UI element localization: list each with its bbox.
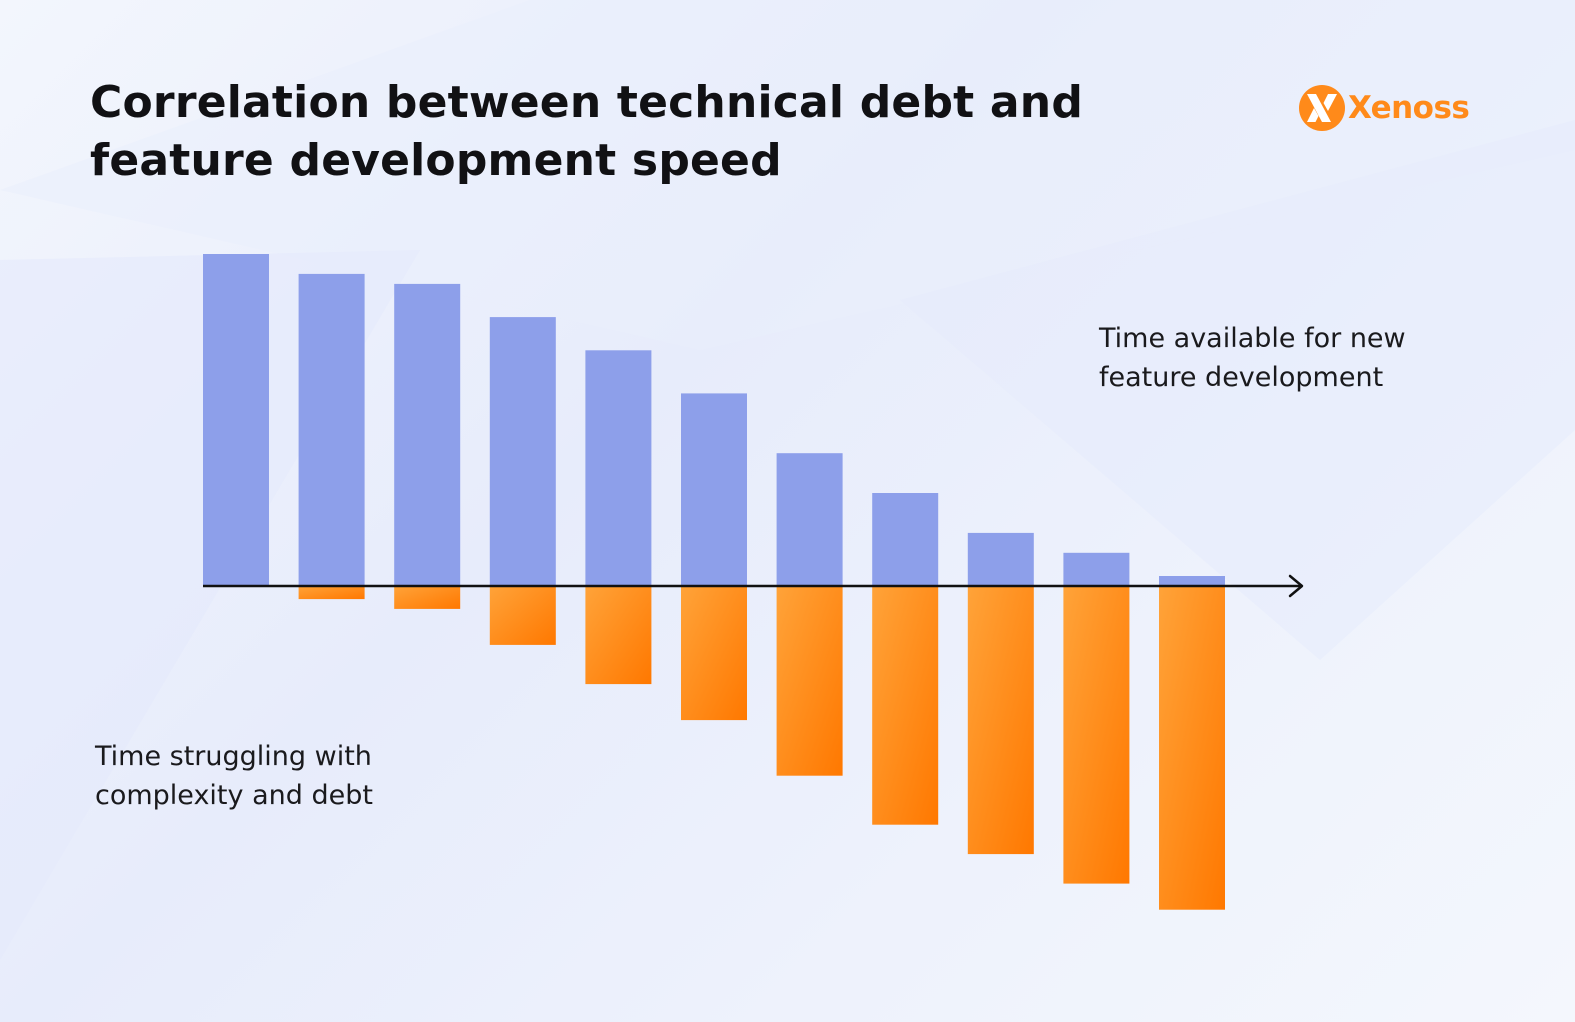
negative-bar-5 xyxy=(585,586,652,685)
chart-title: Correlation between technical debt and f… xyxy=(90,74,1083,190)
positive-bar-3 xyxy=(394,283,461,586)
chart-title-line-1: Correlation between technical debt and xyxy=(90,77,1084,128)
positive-bar-2 xyxy=(298,273,365,586)
positive-bar-1 xyxy=(203,254,269,586)
xenoss-logo-icon xyxy=(1299,85,1345,131)
negative-bar-9 xyxy=(967,586,1034,855)
negative-label-line-1: Time struggling with xyxy=(95,741,372,772)
positive-label-line-1: Time available for new xyxy=(1099,323,1406,354)
chart-title-line-2: feature development speed xyxy=(90,135,782,186)
positive-label-line-2: feature development xyxy=(1099,362,1384,393)
negative-bars xyxy=(298,586,1225,910)
positive-series-label: Time available for new feature developme… xyxy=(1099,319,1406,397)
positive-bar-11 xyxy=(1159,576,1225,586)
negative-bar-2 xyxy=(298,586,365,600)
negative-bar-4 xyxy=(489,586,556,645)
positive-bars xyxy=(203,254,1225,586)
negative-bar-3 xyxy=(394,586,461,609)
positive-bar-8 xyxy=(872,493,939,586)
positive-bar-7 xyxy=(776,453,843,586)
positive-bar-4 xyxy=(489,317,556,586)
negative-bar-6 xyxy=(681,586,747,721)
x-axis-arrow-icon xyxy=(1288,574,1304,598)
negative-series-label: Time struggling with complexity and debt xyxy=(95,737,373,815)
positive-bar-10 xyxy=(1063,552,1130,586)
negative-bar-10 xyxy=(1063,586,1130,884)
xenoss-logo: Xenoss xyxy=(1298,84,1470,132)
negative-label-line-2: complexity and debt xyxy=(95,780,373,811)
negative-bar-8 xyxy=(872,586,939,825)
positive-bar-5 xyxy=(585,350,652,586)
positive-bar-9 xyxy=(967,532,1034,586)
logo-text: Xenoss xyxy=(1348,90,1470,126)
negative-bar-11 xyxy=(1159,586,1225,910)
positive-bar-6 xyxy=(681,393,747,586)
negative-bar-7 xyxy=(776,586,843,776)
